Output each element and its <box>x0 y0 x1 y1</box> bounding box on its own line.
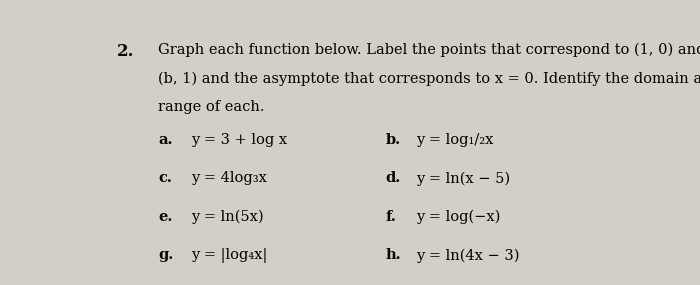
Text: c.: c. <box>158 171 172 185</box>
Text: y = 3 + log x: y = 3 + log x <box>190 133 287 147</box>
Text: f.: f. <box>386 210 397 224</box>
Text: y = |log₄x|: y = |log₄x| <box>190 248 267 263</box>
Text: g.: g. <box>158 248 174 262</box>
Text: b.: b. <box>386 133 401 147</box>
Text: e.: e. <box>158 210 172 224</box>
Text: y = ln(5x): y = ln(5x) <box>190 210 263 224</box>
Text: y = ln(4x − 3): y = ln(4x − 3) <box>416 248 519 262</box>
Text: (b, 1) and the asymptote that corresponds to x = 0. Identify the domain and: (b, 1) and the asymptote that correspond… <box>158 72 700 86</box>
Text: a.: a. <box>158 133 172 147</box>
Text: y = ln(x − 5): y = ln(x − 5) <box>416 171 510 186</box>
Text: 2.: 2. <box>118 43 135 60</box>
Text: Graph each function below. Label the points that correspond to (1, 0) and: Graph each function below. Label the poi… <box>158 43 700 57</box>
Text: y = log(−x): y = log(−x) <box>416 210 500 224</box>
Text: range of each.: range of each. <box>158 100 265 114</box>
Text: d.: d. <box>386 171 401 185</box>
Text: h.: h. <box>386 248 402 262</box>
Text: y = 4log₃x: y = 4log₃x <box>190 171 267 185</box>
Text: y = log₁/₂x: y = log₁/₂x <box>416 133 493 147</box>
